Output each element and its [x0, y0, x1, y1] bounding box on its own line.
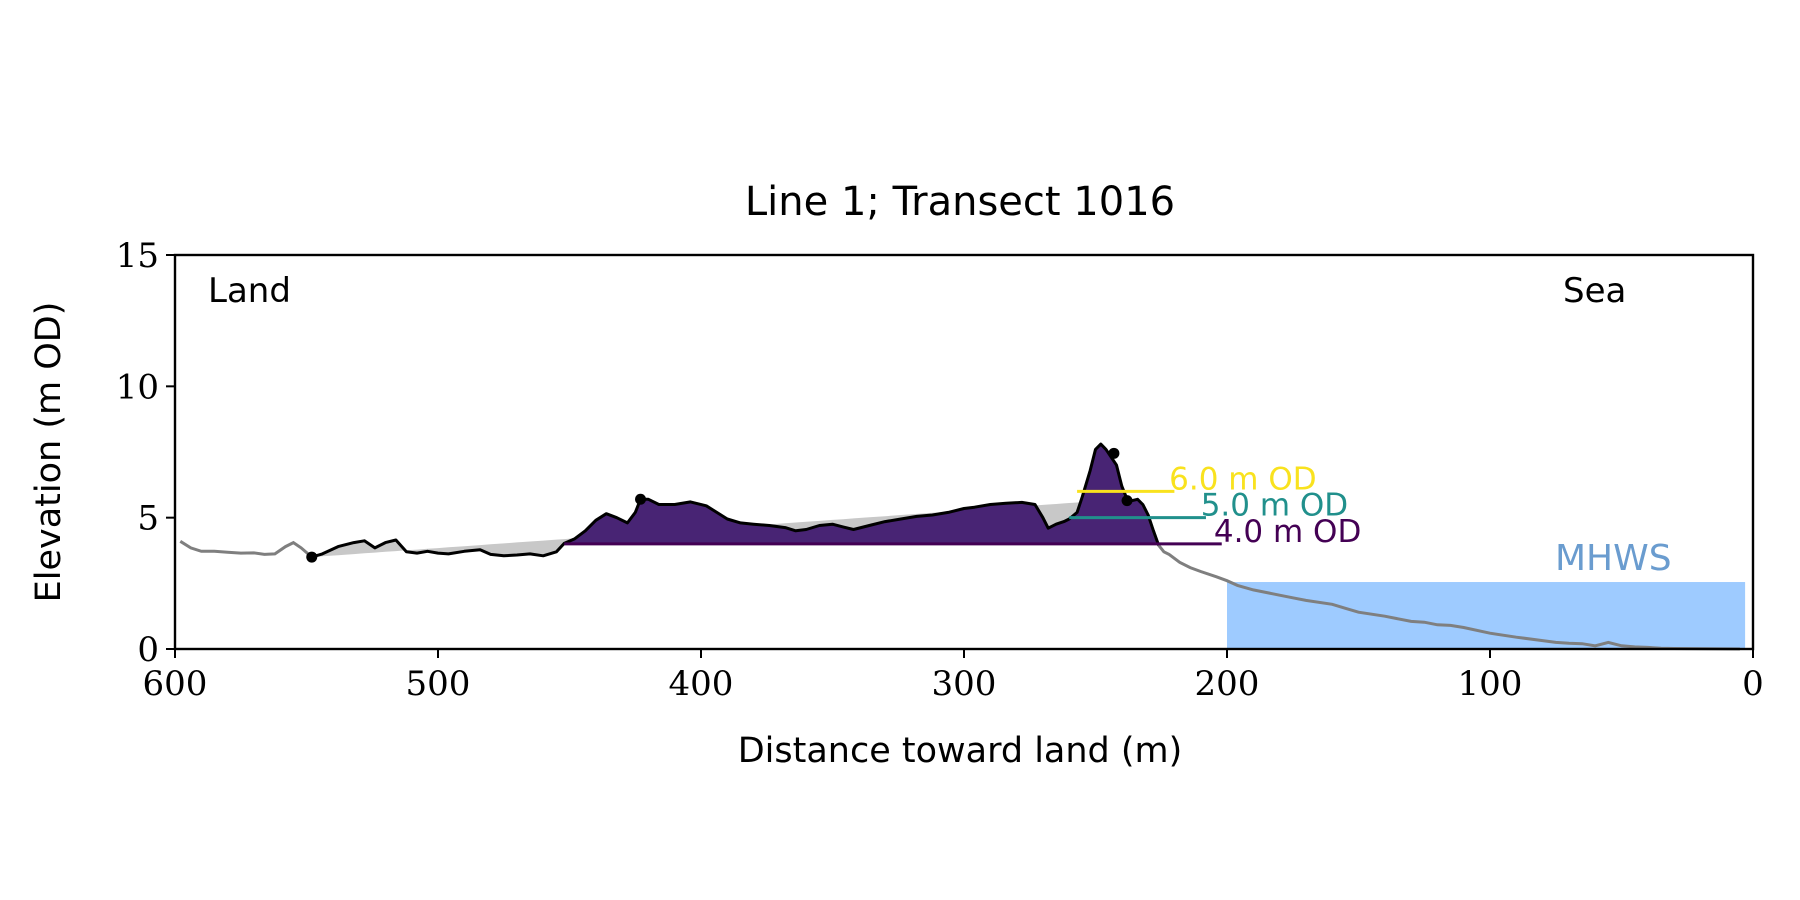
- mhws-water-area: [1227, 582, 1746, 649]
- volume-fill-3: [564, 444, 1159, 544]
- regression-fill: [311, 444, 1122, 558]
- x-tick-label: 300: [932, 664, 997, 704]
- threshold-label-1: 6.0 m OD: [1169, 461, 1316, 497]
- plot-area: 6.0 m OD5.0 m OD4.0 m OD: [179, 442, 1746, 651]
- x-tick-label: 0: [1742, 664, 1764, 704]
- threshold-label-3: 4.0 m OD: [1214, 514, 1361, 550]
- chart-title: Line 1; Transect 1016: [745, 179, 1175, 225]
- x-tick-label: 500: [406, 664, 471, 704]
- y-axis: 0 5 10 15: [116, 236, 175, 670]
- land-annotation: Land: [208, 271, 291, 311]
- x-tick-label: 600: [143, 664, 208, 704]
- key-point-2: [635, 493, 647, 505]
- y-tick-label: 0: [137, 630, 159, 670]
- y-axis-label: Elevation (m OD): [29, 302, 69, 603]
- x-axis-label: Distance toward land (m): [738, 731, 1183, 771]
- dune-profile-line: [311, 442, 1161, 559]
- key-point-4: [1121, 495, 1133, 507]
- profile-line-sea: [1141, 503, 1740, 651]
- y-tick-label: 5: [137, 499, 159, 539]
- x-tick-label: 100: [1458, 664, 1523, 704]
- y-tick-label: 10: [116, 367, 159, 407]
- sea-annotation: Sea: [1563, 271, 1626, 311]
- x-axis: 600 500 400 300 200 100 0: [143, 649, 1764, 704]
- x-tick-label: 200: [1195, 664, 1260, 704]
- y-tick-label: 15: [116, 236, 159, 276]
- key-point-1: [306, 551, 318, 563]
- mhws-label: MHWS: [1555, 538, 1672, 579]
- profile-line-land: [179, 540, 313, 559]
- threshold-label-2: 5.0 m OD: [1201, 488, 1348, 524]
- key-point-3: [1108, 447, 1120, 459]
- x-tick-label: 400: [669, 664, 734, 704]
